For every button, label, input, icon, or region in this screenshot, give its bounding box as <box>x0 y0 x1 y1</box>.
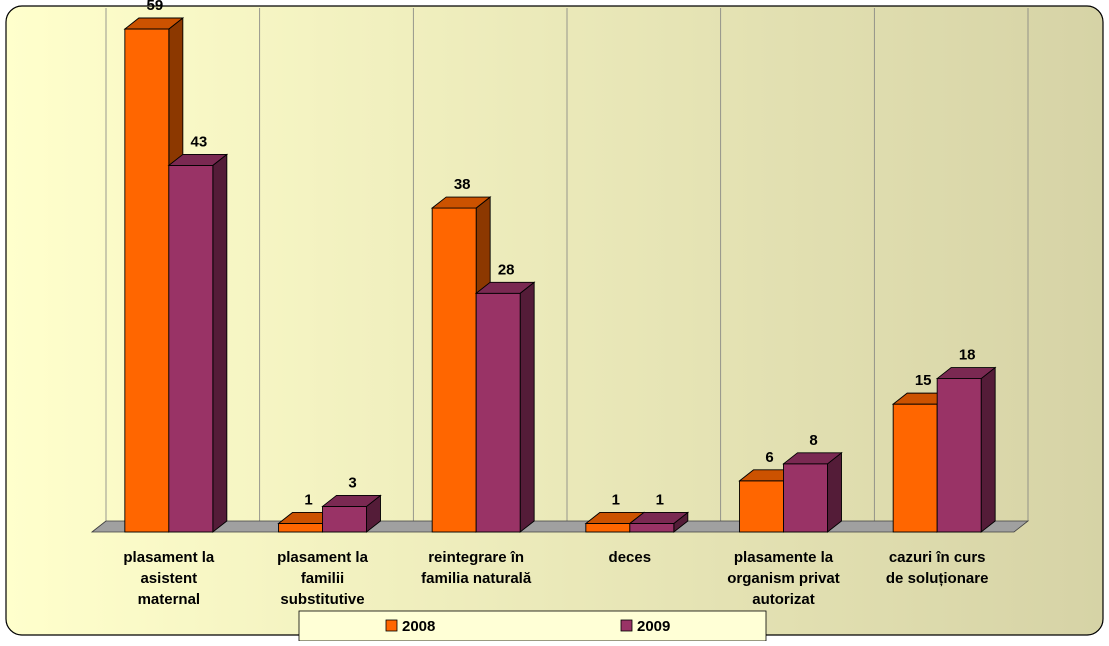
bar-top <box>935 367 997 379</box>
data-label: 8 <box>809 432 817 449</box>
category-label: plasament la <box>277 549 369 566</box>
bar-top <box>430 196 492 209</box>
bar <box>431 207 477 533</box>
category-label: cazuri în curs <box>889 549 986 566</box>
category-label: organism privat <box>727 570 840 587</box>
bar-top <box>321 494 382 507</box>
bar-side <box>519 281 535 533</box>
bar <box>168 164 214 533</box>
data-label: 59 <box>146 0 163 14</box>
data-label: 18 <box>959 347 976 364</box>
bar-top <box>474 281 536 294</box>
category-label: de soluționare <box>886 570 989 587</box>
data-label: 38 <box>454 176 471 193</box>
data-label: 1 <box>656 491 664 508</box>
category-label: familia naturală <box>421 570 532 587</box>
legend: 2008 2009 <box>298 610 767 642</box>
legend-swatch <box>620 619 633 632</box>
data-label: 6 <box>765 449 773 466</box>
bar <box>739 480 784 533</box>
bar-side <box>980 366 996 533</box>
data-label: 15 <box>915 372 932 389</box>
category-label: plasament la <box>123 549 215 566</box>
bar <box>322 505 367 533</box>
category-label: maternal <box>138 591 201 608</box>
category-label: plasamente la <box>734 549 834 566</box>
data-label: 43 <box>190 133 207 150</box>
data-label: 1 <box>612 491 620 508</box>
bar <box>892 403 938 533</box>
bar-top <box>167 153 229 166</box>
category-label: reintegrare în <box>428 549 524 566</box>
bar-side <box>827 451 842 533</box>
bar <box>585 523 631 533</box>
chart-floor <box>90 520 1030 533</box>
category-label: familii <box>301 570 344 587</box>
bar-side <box>212 153 228 533</box>
bar <box>278 523 323 533</box>
data-label: 3 <box>348 474 356 491</box>
category-label: substitutive <box>280 591 364 608</box>
bar-top <box>628 512 690 524</box>
bar-top <box>782 452 843 465</box>
data-label: 1 <box>304 491 312 508</box>
bar <box>124 28 170 533</box>
category-label: asistent <box>140 570 197 587</box>
legend-box <box>298 610 767 642</box>
category-label: autorizat <box>752 591 815 608</box>
category-label: deces <box>609 549 652 566</box>
legend-label: 2009 <box>637 618 670 635</box>
bar-top <box>123 17 185 30</box>
bar <box>783 463 828 533</box>
bar <box>475 292 521 533</box>
legend-label: 2008 <box>402 618 435 635</box>
data-label: 28 <box>498 261 515 278</box>
bar <box>629 523 675 533</box>
legend-swatch <box>385 619 398 632</box>
bar <box>936 378 982 533</box>
